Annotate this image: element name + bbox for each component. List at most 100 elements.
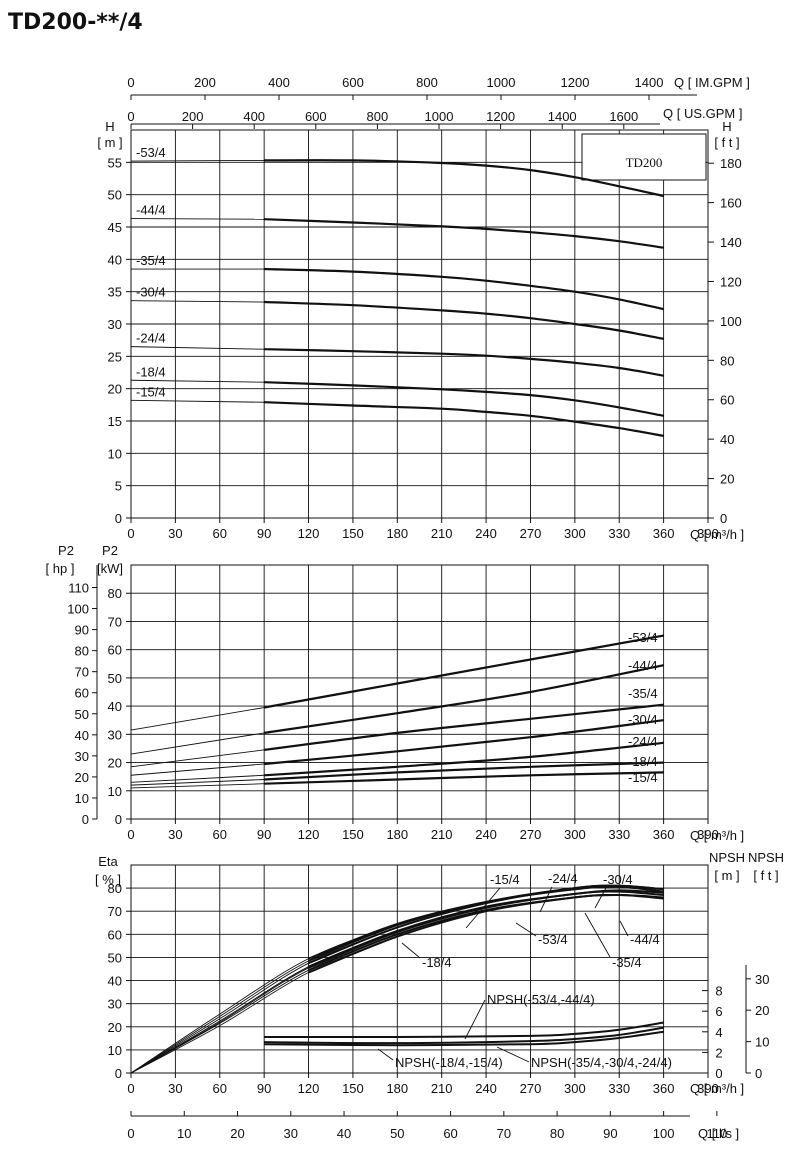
x-tick-label: 270 [520, 827, 542, 842]
eta-label-leader [619, 920, 629, 937]
power-curve [264, 719, 664, 766]
y-tick-label-right: 180 [720, 156, 742, 171]
kw-tick-label: 20 [108, 756, 122, 771]
eta-curve-label: -35/4 [612, 955, 642, 970]
x-tick-label: 390 [697, 827, 719, 842]
kw-tick-label: 40 [108, 699, 122, 714]
eta-curve-label: -30/4 [603, 872, 633, 887]
y-tick-label-right: 140 [720, 235, 742, 250]
ls-tick-label: 110 [707, 1126, 728, 1141]
head-curve-label: -30/4 [136, 285, 166, 300]
y-tick-label-left: 20 [108, 382, 122, 397]
x-tick-label: 60 [213, 526, 227, 541]
x-tick-label: 270 [520, 526, 542, 541]
chart-title: TD200-**/4 [8, 10, 143, 35]
x-tick-label: 390 [697, 526, 719, 541]
ls-tick-label: 90 [603, 1126, 617, 1141]
power-curve [264, 761, 664, 781]
eta-curve-label: -44/4 [630, 932, 660, 947]
eta-axis-unit: [ % ] [95, 872, 121, 887]
hp-tick-label: 100 [67, 602, 89, 617]
head-curve [264, 218, 664, 249]
x-tick-label: 90 [257, 827, 271, 842]
y-axis-unit-left: [ m ] [97, 135, 122, 150]
ls-tick-label: 100 [653, 1126, 675, 1141]
hp-tick-label: 10 [75, 791, 89, 806]
im-gpm-tick-label: 800 [416, 75, 438, 90]
us-gpm-axis-label: Q [ US.GPM ] [663, 106, 742, 121]
x-tick-label: 210 [431, 526, 453, 541]
npsh-m-tick-label: 8 [715, 984, 722, 999]
hp-tick-label: 110 [68, 581, 89, 596]
us-gpm-tick-label: 400 [243, 109, 265, 124]
ls-tick-label: 50 [390, 1126, 404, 1141]
npsh-curve [264, 1021, 664, 1039]
us-gpm-tick-label: 1200 [486, 109, 515, 124]
x-tick-label: 120 [298, 827, 320, 842]
y-axis-label-right: H [722, 119, 731, 134]
kw-tick-label: 60 [108, 643, 122, 658]
x-tick-label: 180 [386, 526, 408, 541]
hp-tick-label: 80 [75, 644, 89, 659]
eta-tick-label: 80 [108, 881, 122, 896]
npsh-curve-label: NPSH(-18/4,-15/4) [395, 1055, 503, 1070]
hp-tick-label: 90 [75, 623, 89, 638]
eta-curve-label: -15/4 [490, 872, 520, 887]
eta-tick-label: 0 [115, 1066, 122, 1081]
hp-tick-label: 70 [75, 665, 89, 680]
eta-curve-label: -24/4 [548, 871, 578, 886]
us-gpm-tick-label: 1600 [609, 109, 638, 124]
im-gpm-tick-label: 1200 [561, 75, 590, 90]
x-tick-label: 330 [608, 827, 630, 842]
x-tick-label: 0 [127, 827, 134, 842]
x-tick-label: 150 [342, 827, 364, 842]
eta-curve-label: -18/4 [422, 955, 452, 970]
y-tick-label-left: 30 [108, 317, 122, 332]
head-curve [264, 401, 664, 437]
x-tick-label: 150 [342, 526, 364, 541]
efficiency-npsh-chart: 0 30 60 90 120 150 180 210 240 270 300 330 360 390010… [95, 850, 784, 1096]
y-tick-label-right: 120 [720, 274, 742, 289]
x-tick-label: 30 [168, 1081, 182, 1096]
npsh-label-leader [377, 1048, 394, 1061]
eta-tick-label: 60 [108, 927, 122, 942]
top-flow-axes: 0 200 400 600 800 1000 1200 1400 Q [ IM.GPM ] 0 20… [127, 75, 750, 129]
hp-tick-label: 40 [75, 728, 89, 743]
im-gpm-tick-label: 400 [268, 75, 290, 90]
x-axis-label: Q [ m³/h ] [690, 828, 744, 843]
im-gpm-tick-label: 0 [127, 75, 134, 90]
power-curve-thin [130, 783, 265, 789]
kw-tick-label: 10 [108, 784, 122, 799]
x-tick-label: 60 [213, 827, 227, 842]
head-curve-label: -18/4 [136, 364, 166, 379]
y-tick-label-left: 55 [108, 155, 122, 170]
head-curve-thin [130, 399, 265, 403]
x-tick-label: 360 [653, 526, 675, 541]
head-curve-label: -24/4 [136, 331, 166, 346]
ls-tick-label: 40 [337, 1126, 351, 1141]
eta-curve [308, 884, 664, 965]
head-curve-label: -53/4 [136, 145, 166, 160]
x-tick-label: 300 [564, 827, 586, 842]
us-gpm-tick-label: 1000 [425, 109, 454, 124]
power-curve-label: -44/4 [628, 658, 658, 673]
power-curve-thin [130, 774, 265, 783]
kw-axis-label: P2 [102, 543, 118, 558]
npsh-m-tick-label: 6 [715, 1004, 722, 1019]
eta-label-leader [401, 942, 421, 959]
x-tick-label: 240 [475, 1081, 497, 1096]
power-curve-thin [130, 763, 265, 776]
us-gpm-tick-label: 800 [367, 109, 389, 124]
x-tick-label: 60 [213, 1081, 227, 1096]
ls-axis-label: Q [ l/s ] [698, 1126, 739, 1141]
y-tick-label-right: 0 [720, 511, 727, 526]
x-tick-label: 30 [168, 526, 182, 541]
x-tick-label: 330 [608, 526, 630, 541]
y-tick-label-right: 20 [720, 472, 734, 487]
head-curve-label: -35/4 [136, 253, 166, 268]
head-curve-thin [130, 300, 265, 303]
y-tick-label-left: 5 [115, 479, 122, 494]
us-gpm-tick-label: 600 [305, 109, 327, 124]
y-tick-label-right: 100 [720, 314, 742, 329]
y-tick-label-right: 60 [720, 393, 734, 408]
